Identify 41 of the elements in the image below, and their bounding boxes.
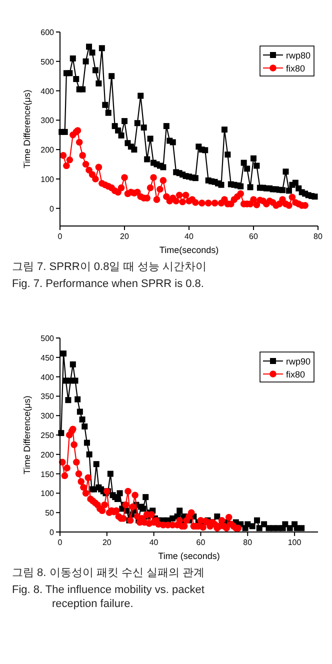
- y-tick-label: 200: [40, 450, 55, 460]
- y-tick-label: 600: [40, 28, 55, 37]
- x-tick-label: 60: [249, 232, 258, 241]
- x-tick-label: 0: [58, 538, 63, 547]
- y-tick-label: 250: [40, 431, 55, 440]
- y-axis-title: Time Difference(μs): [22, 396, 32, 474]
- x-tick-label: 80: [243, 538, 253, 547]
- y-tick-label: 0: [50, 528, 55, 537]
- x-tick-label: 40: [184, 232, 194, 241]
- y-tick-label: 400: [40, 86, 55, 96]
- x-tick-label: 20: [102, 538, 112, 547]
- y-tick-label: 450: [40, 353, 55, 362]
- y-tick-label: 100: [40, 489, 55, 498]
- y-tick-label: 400: [40, 372, 55, 382]
- y-tick-label: 500: [40, 334, 55, 343]
- y-tick-label: 500: [40, 57, 55, 66]
- legend-label: rwp90: [286, 356, 311, 366]
- y-tick-label: 0: [50, 204, 55, 214]
- x-tick-label: 0: [58, 232, 63, 241]
- caption: Fig. 7. Performance when SPRR is 0.8.: [12, 278, 204, 290]
- x-tick-label: 100: [288, 538, 302, 547]
- y-tick-label: 350: [40, 392, 55, 402]
- y-tick-label: 50: [45, 508, 55, 518]
- x-axis-title: Time(seconds): [159, 245, 219, 255]
- caption: 그림 8. 이동성이 패킷 수신 실패의 관계: [12, 567, 205, 579]
- x-tick-label: 80: [314, 232, 323, 241]
- y-tick-label: 100: [40, 174, 55, 184]
- x-tick-label: 20: [120, 232, 130, 241]
- y-tick-label: 150: [40, 470, 55, 479]
- y-axis-title: Time Difference(μs): [22, 90, 32, 168]
- y-tick-label: 300: [40, 412, 55, 421]
- caption: 그림 7. SPRR이 0.8일 때 성능 시간차이: [12, 261, 206, 273]
- x-axis-title: Time (seconds): [158, 551, 220, 561]
- x-tick-label: 60: [196, 538, 206, 547]
- y-tick-label: 300: [40, 116, 55, 126]
- caption: Fig. 8. The influence mobility vs. packet reception failure.: [12, 584, 204, 610]
- legend-label: fix80: [286, 64, 306, 74]
- legend-label: fix80: [286, 370, 306, 380]
- y-tick-label: 200: [40, 146, 55, 155]
- legend-label: rwp80: [286, 50, 311, 60]
- x-tick-label: 40: [149, 538, 159, 547]
